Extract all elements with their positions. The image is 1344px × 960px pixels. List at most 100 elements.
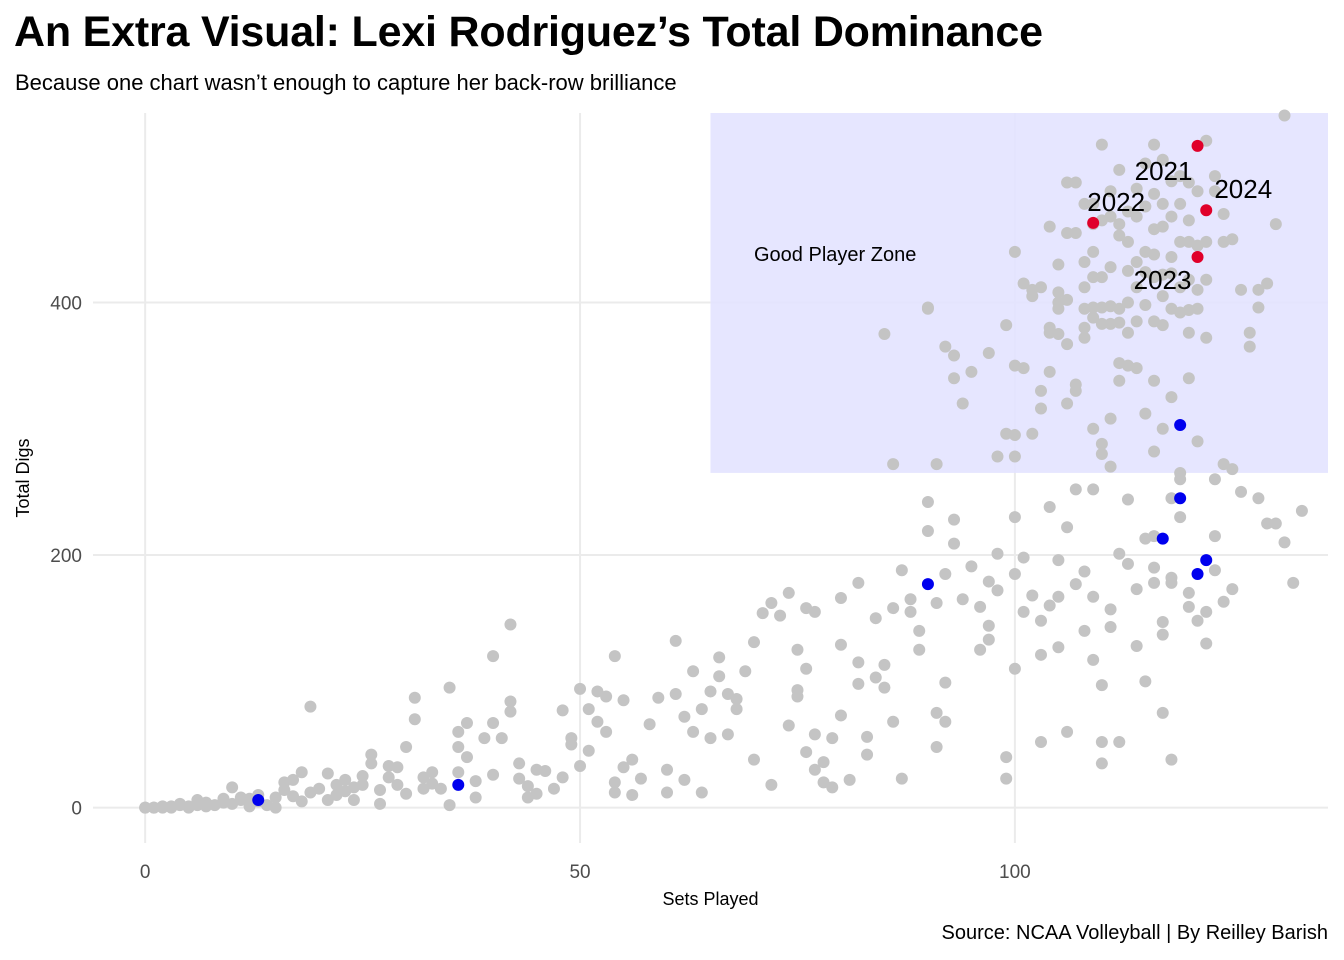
player-point	[939, 715, 952, 728]
player-point	[948, 513, 961, 526]
player-point	[495, 732, 508, 745]
player-point	[687, 725, 700, 738]
player-point	[1121, 557, 1134, 570]
player-point	[330, 778, 343, 791]
player-point	[1104, 261, 1117, 274]
player-point	[643, 718, 656, 731]
player-point	[391, 761, 404, 774]
player-point	[982, 575, 995, 588]
player-point	[1034, 402, 1047, 415]
player-point	[826, 781, 839, 794]
player-point	[365, 757, 378, 770]
player-point	[1200, 273, 1213, 286]
player-point	[991, 547, 1004, 560]
player-point	[1087, 483, 1100, 496]
player-point	[1113, 229, 1126, 242]
player-point	[1121, 264, 1134, 277]
player-point	[1156, 197, 1169, 210]
player-point	[547, 782, 560, 795]
player-point	[1165, 753, 1178, 766]
player-point	[948, 349, 961, 362]
player-point	[356, 778, 369, 791]
player-point	[1017, 605, 1030, 618]
player-point	[930, 706, 943, 719]
player-point	[426, 766, 439, 779]
player-point	[1095, 735, 1108, 748]
player-point	[287, 773, 300, 786]
player-point	[400, 741, 413, 754]
player-point	[826, 732, 839, 745]
player-point	[1174, 511, 1187, 524]
player-point	[295, 795, 308, 808]
player-point	[530, 787, 543, 800]
player-point	[626, 789, 639, 802]
x-axis-title: Sets Played	[662, 889, 758, 909]
rodriguez-season-point	[1191, 250, 1204, 263]
player-point	[1043, 365, 1056, 378]
player-point	[1104, 621, 1117, 634]
blue-player-point	[1200, 554, 1213, 567]
player-point	[1078, 624, 1091, 637]
player-point	[1130, 256, 1143, 269]
player-point	[1034, 648, 1047, 661]
player-point	[1156, 153, 1169, 166]
player-point	[1156, 290, 1169, 303]
player-point	[1130, 583, 1143, 596]
player-point	[1156, 220, 1169, 233]
player-point	[1191, 435, 1204, 448]
player-point	[1139, 200, 1152, 213]
player-point	[1191, 614, 1204, 627]
player-point	[1104, 460, 1117, 473]
player-point	[452, 766, 465, 779]
player-point	[1113, 316, 1126, 329]
player-point	[408, 713, 421, 726]
player-point	[948, 372, 961, 385]
season-label: 2023	[1134, 265, 1192, 295]
good-player-zone	[710, 113, 1328, 473]
player-point	[921, 301, 934, 314]
player-point	[669, 634, 682, 647]
player-point	[1130, 210, 1143, 223]
player-point	[730, 693, 743, 706]
player-point	[1182, 214, 1195, 227]
season-label: 2021	[1135, 156, 1193, 186]
player-point	[1174, 170, 1187, 183]
player-point	[956, 397, 969, 410]
player-point	[1017, 551, 1030, 564]
player-point	[1026, 589, 1039, 602]
player-point	[1034, 614, 1047, 627]
player-point	[1295, 504, 1308, 517]
player-point	[295, 766, 308, 779]
player-point	[1174, 235, 1187, 248]
player-point	[895, 772, 908, 785]
player-point	[1008, 245, 1021, 258]
player-point	[1034, 735, 1047, 748]
player-point	[1278, 109, 1291, 122]
player-point	[991, 584, 1004, 597]
player-point	[1061, 338, 1074, 351]
player-point	[791, 684, 804, 697]
player-point	[1165, 267, 1178, 280]
player-point	[1113, 163, 1126, 176]
tick-labels: 0 50 100 0 200 400	[50, 293, 1030, 883]
player-point	[539, 765, 552, 778]
player-point	[487, 768, 500, 781]
player-point	[1113, 735, 1126, 748]
player-point	[1078, 331, 1091, 344]
blue-player-point	[1191, 567, 1204, 580]
player-point	[1165, 571, 1178, 584]
player-point	[1034, 281, 1047, 294]
player-point	[1191, 185, 1204, 198]
player-point	[608, 776, 621, 789]
player-point	[878, 658, 891, 671]
player-point	[1269, 218, 1282, 231]
rodriguez-season-point	[1087, 216, 1100, 229]
player-point	[843, 773, 856, 786]
player-point	[1208, 473, 1221, 486]
player-point	[608, 650, 621, 663]
player-point	[1165, 250, 1178, 263]
player-point	[808, 763, 821, 776]
player-point	[1087, 271, 1100, 284]
player-point	[565, 738, 578, 751]
player-point	[800, 662, 813, 675]
